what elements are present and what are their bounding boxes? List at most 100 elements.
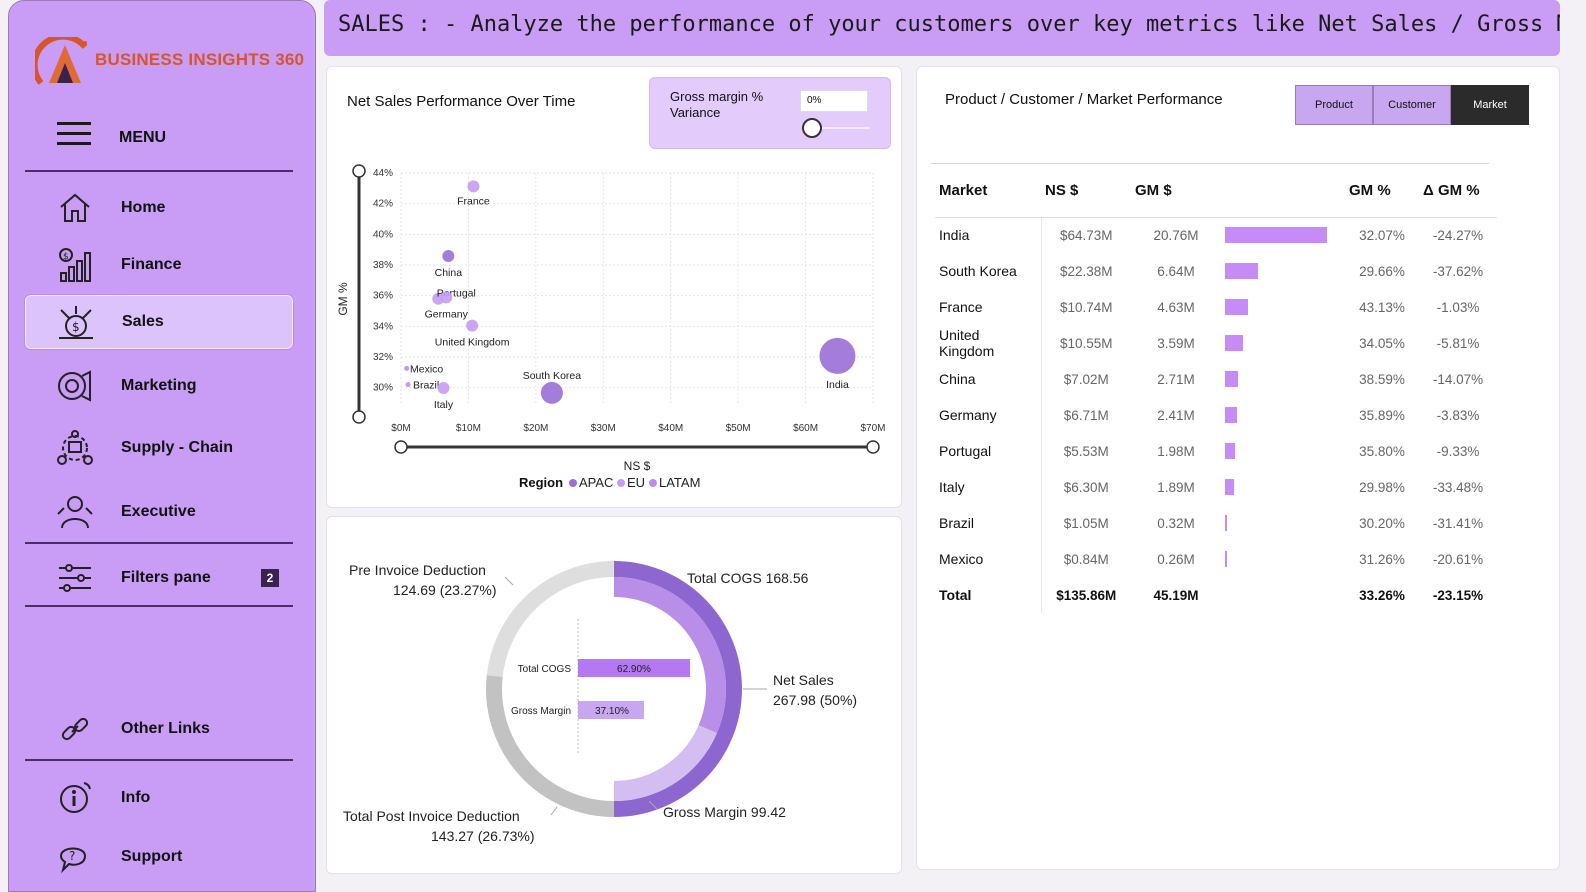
nav-marketing[interactable]: Marketing: [25, 359, 293, 413]
inner-bar-gross-margin: [578, 701, 645, 719]
col-market[interactable]: Market: [935, 165, 1041, 218]
leader-line: [550, 806, 558, 816]
table-row[interactable]: Italy $6.30M 1.89M 29.98% -33.48%: [935, 469, 1497, 505]
donut-chart: Total COGS 62.90% Gross Margin 37.10% Total …: [343, 561, 857, 844]
support-question-icon: ?: [55, 837, 95, 877]
cell-gm-bar: [1221, 541, 1345, 577]
cell-market: Brazil: [935, 505, 1042, 541]
donut-slice-post-invoice: [486, 675, 615, 817]
nav-label: Sales: [122, 313, 164, 330]
nav-supply-chain[interactable]: Supply - Chain: [25, 421, 293, 475]
x-tick-label: $20M: [523, 423, 548, 434]
scatter-point: [440, 291, 453, 304]
cell-gm-bar: [1221, 505, 1345, 541]
nav-support[interactable]: ? Support: [25, 830, 293, 884]
col-delta-gm[interactable]: Δ GM %: [1419, 165, 1497, 218]
nav-sales[interactable]: $ Sales: [25, 295, 293, 349]
cell-gm-pct: 29.66%: [1359, 263, 1405, 279]
cell-gm-bar: [1221, 397, 1345, 433]
nav-finance[interactable]: $ Finance: [25, 238, 293, 292]
col-gm-pct[interactable]: GM %: [1345, 165, 1419, 218]
gm-slider-track[interactable]: [810, 127, 870, 129]
cell-gm-bar: [1221, 433, 1345, 469]
point-label: South Korea: [523, 370, 582, 382]
cell-gm-pct: 38.59%: [1359, 371, 1405, 387]
cell-gm-pct: 32.07%: [1359, 227, 1405, 243]
point-label: Italy: [434, 399, 454, 411]
marketing-icon: [55, 366, 95, 406]
col-gm-bar: [1221, 165, 1345, 218]
menu-toggle[interactable]: [57, 119, 91, 149]
legend-marker: [649, 479, 657, 487]
table-row[interactable]: Brazil $1.05M 0.32M 30.20% -31.41%: [935, 505, 1497, 541]
home-icon: [55, 188, 95, 228]
table-row[interactable]: United Kingdom $10.55M 3.59M 34.05% -5.81%: [935, 325, 1497, 361]
donut-card: Total COGS 62.90% Gross Margin 37.10% Total …: [326, 516, 902, 874]
slice-label: Net Sales: [773, 672, 834, 688]
divider: [25, 542, 293, 544]
cell-gm-pct: 35.80%: [1359, 443, 1405, 459]
y-axis-label: GM %: [336, 282, 350, 316]
y-range-handle-top: [352, 164, 366, 178]
cell-ns: $6.71M: [1063, 407, 1109, 423]
nav-executive[interactable]: Executive: [25, 485, 293, 539]
table-row[interactable]: Portugal $5.53M 1.98M 35.80% -9.33%: [935, 433, 1497, 469]
filters-pane-button[interactable]: Filters pane 2: [25, 551, 293, 605]
table-row[interactable]: Mexico $0.84M 0.26M 31.26% -20.61%: [935, 541, 1497, 577]
hamburger-icon[interactable]: [57, 120, 91, 148]
gm-filter-label: Gross margin % Variance: [670, 89, 764, 120]
performance-card: Product / Customer / Market Performance …: [916, 66, 1560, 870]
table-row[interactable]: China $7.02M 2.71M 38.59% -14.07%: [935, 361, 1497, 397]
x-tick-label: $40M: [658, 423, 683, 434]
segment-market-button[interactable]: Market: [1451, 85, 1529, 125]
nav-label: Info: [121, 789, 151, 806]
inner-bar-value: 37.10%: [595, 706, 629, 717]
divider: [25, 605, 293, 607]
slice-value: 143.27 (26.73%): [431, 828, 535, 844]
gm-slider-handle[interactable]: [802, 118, 822, 138]
cell-gm: 3.59M: [1157, 335, 1195, 351]
table-row[interactable]: India $64.73M 20.76M 32.07% -24.27%: [935, 217, 1497, 253]
scatter-point: [540, 381, 563, 404]
segment-customer-button[interactable]: Customer: [1373, 85, 1451, 125]
gm-data-bar: [1225, 551, 1227, 567]
nav-home[interactable]: Home: [25, 181, 293, 235]
nav-info[interactable]: Info: [25, 771, 293, 825]
slice-label: Total COGS 168.56: [687, 570, 809, 586]
gm-data-bar: [1225, 227, 1327, 244]
point-label: Brazil: [413, 380, 439, 392]
cell-gm-bar: [1221, 217, 1345, 253]
cell-ns: $5.53M: [1063, 443, 1109, 459]
nav-other-links[interactable]: Other Links: [25, 702, 293, 756]
scatter-point: [442, 249, 455, 262]
inner-bar-label: Gross Margin: [511, 706, 571, 717]
cell-gm-bar: [1221, 577, 1345, 613]
nav-label: Support: [121, 848, 183, 865]
scatter-point: [466, 319, 479, 332]
gm-data-bar: [1225, 443, 1235, 459]
gm-variance-input[interactable]: 0%: [800, 90, 868, 112]
cell-gm-bar: [1221, 253, 1345, 289]
table-row[interactable]: South Korea $22.38M 6.64M 29.66% -37.62%: [935, 253, 1497, 289]
cell-gm: 0.26M: [1157, 551, 1195, 567]
cell-market: Mexico: [935, 541, 1042, 577]
col-gm[interactable]: GM $: [1131, 165, 1221, 218]
table-row[interactable]: France $10.74M 4.63M 43.13% -1.03%: [935, 289, 1497, 325]
cell-delta-gm: -20.61%: [1432, 551, 1484, 567]
divider: [25, 759, 293, 761]
x-tick-label: $0M: [391, 423, 410, 434]
col-ns[interactable]: NS $: [1041, 165, 1131, 218]
point-label: United Kingdom: [435, 337, 510, 349]
cell-gm-pct: 30.20%: [1359, 515, 1405, 531]
gm-data-bar: [1225, 335, 1243, 351]
cell-market: Total: [935, 577, 1042, 613]
table-row[interactable]: Germany $6.71M 2.41M 35.89% -3.83%: [935, 397, 1497, 433]
segment-product-button[interactable]: Product: [1295, 85, 1373, 125]
y-tick-label: 32%: [373, 352, 393, 363]
filters-sliders-icon: [55, 558, 95, 598]
y-tick-label: 38%: [373, 260, 393, 271]
cell-ns: $10.55M: [1059, 335, 1113, 351]
cell-market: Italy: [935, 469, 1042, 505]
cell-delta-gm: -33.48%: [1432, 479, 1484, 495]
page-title: SALES : - Analyze the performance of you…: [338, 12, 1560, 37]
